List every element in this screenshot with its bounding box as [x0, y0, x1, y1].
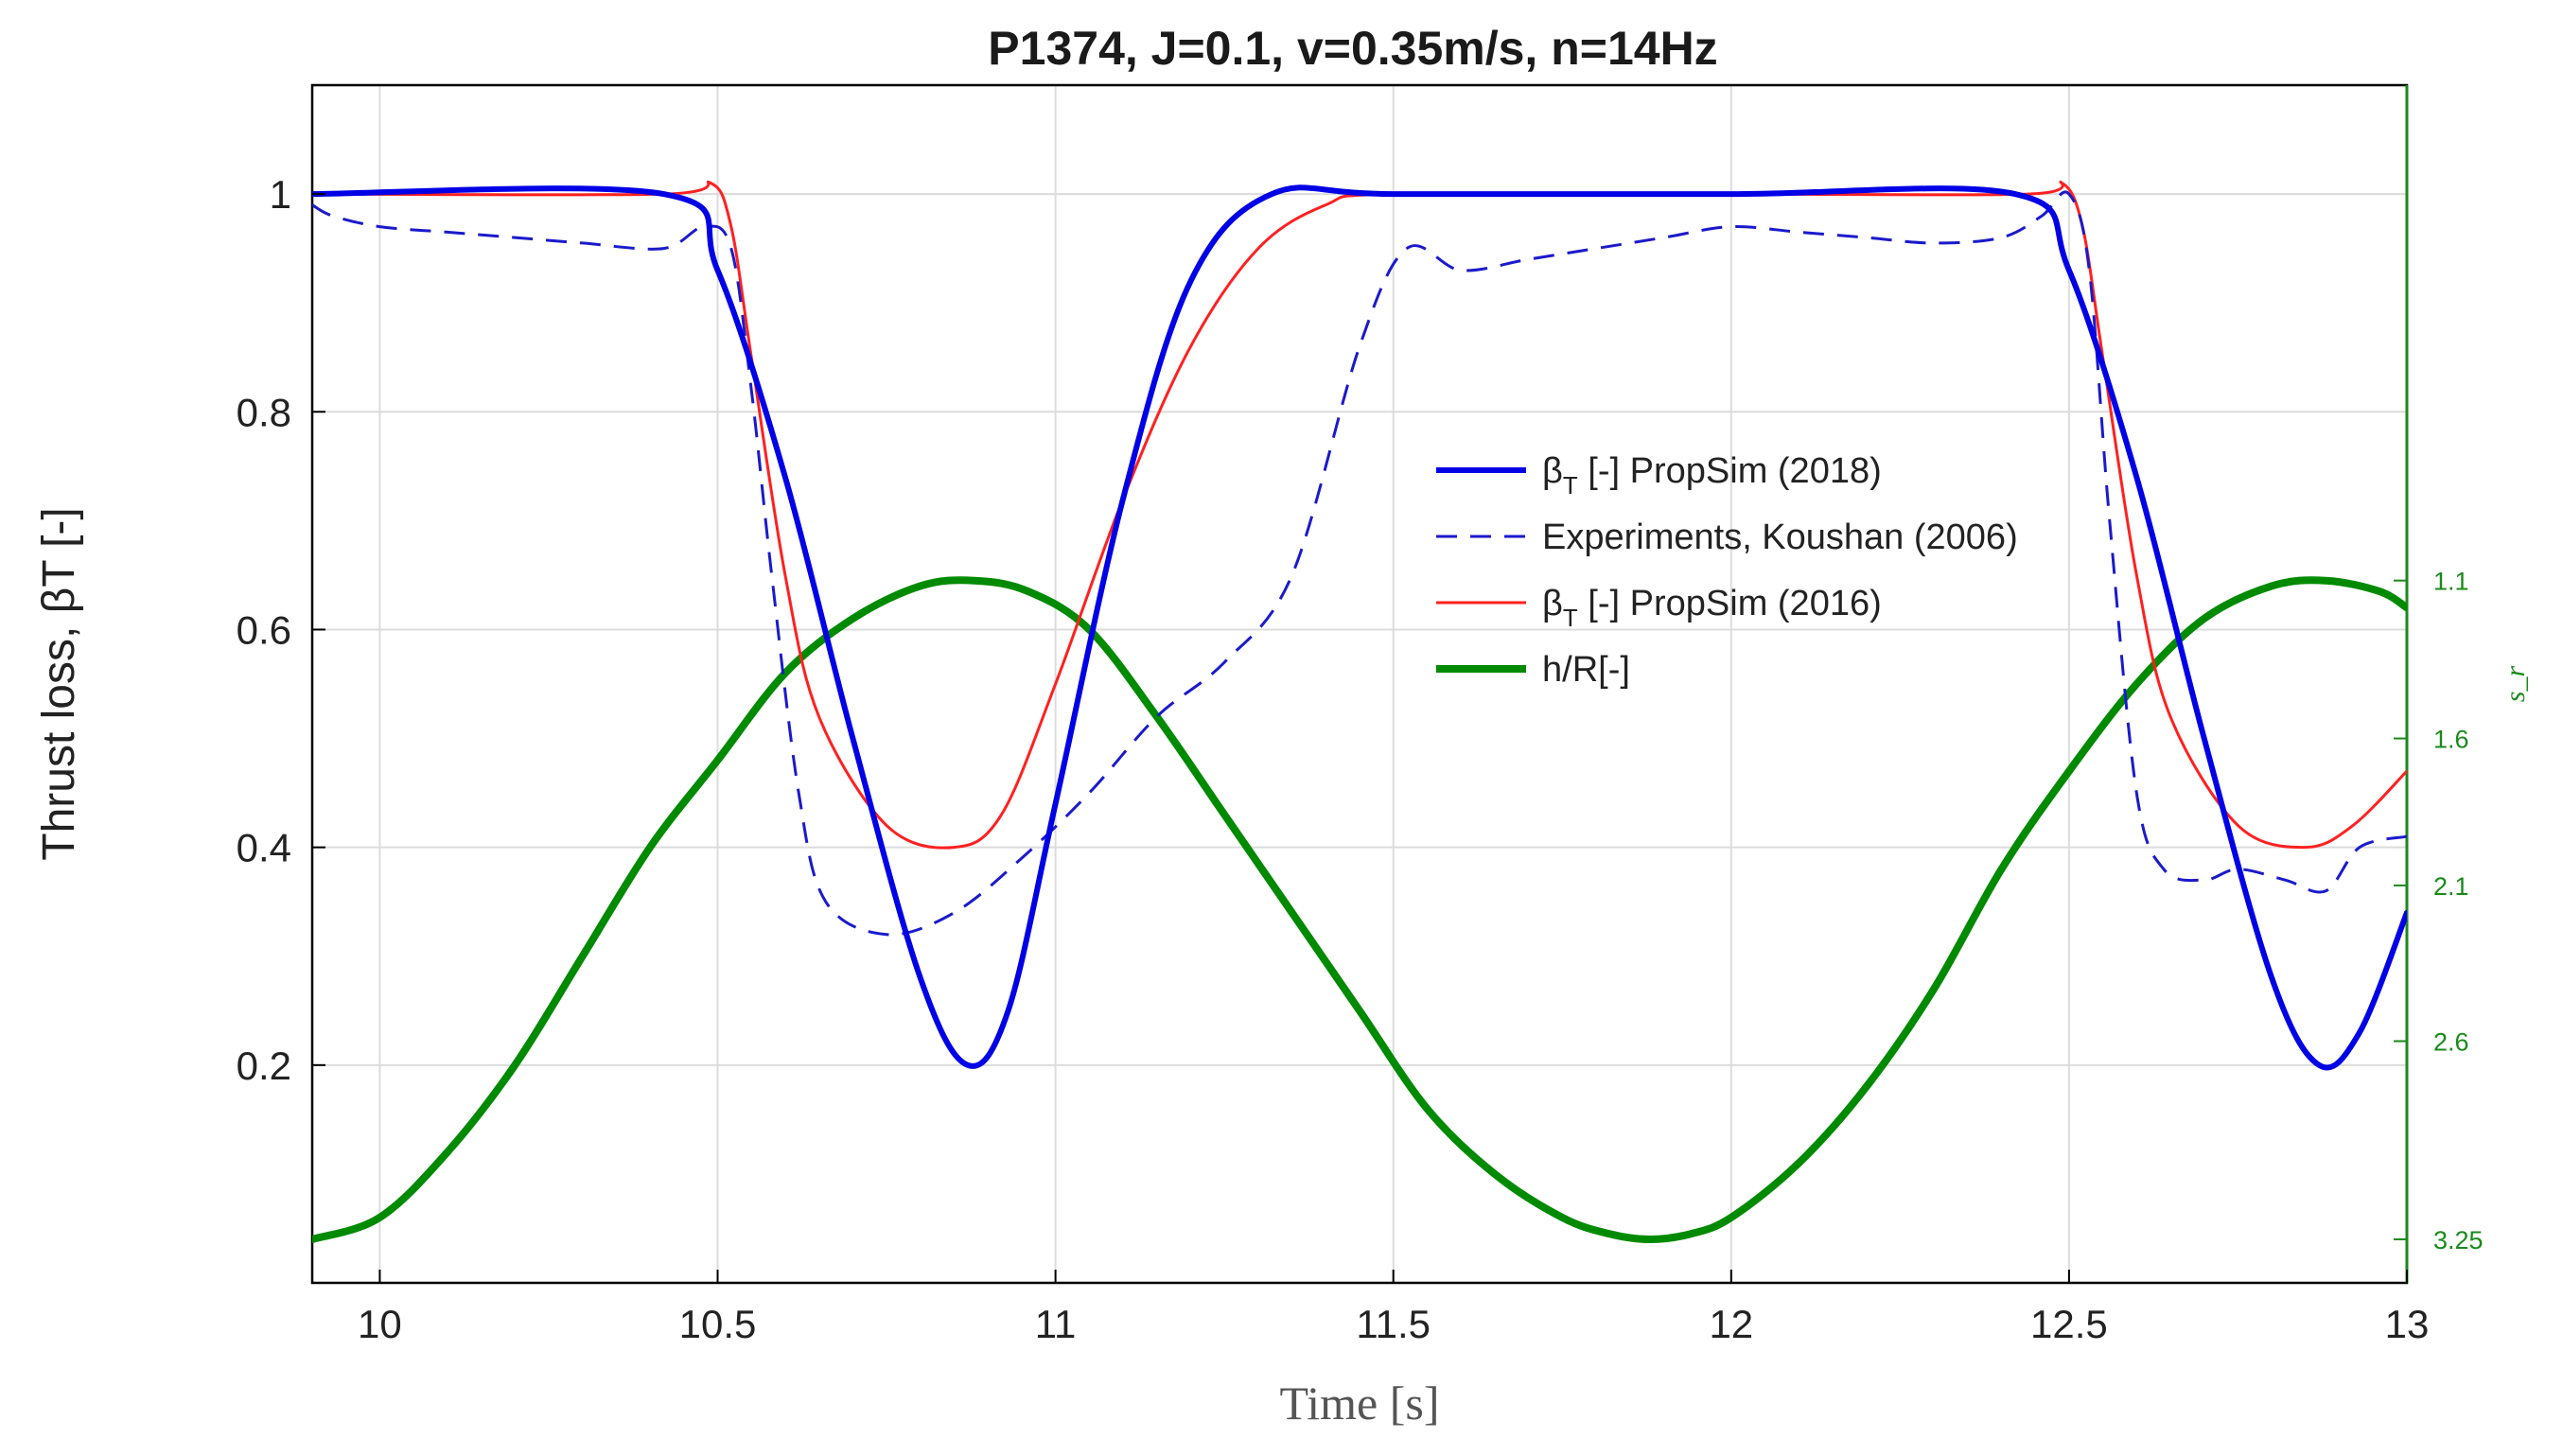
y-tick-label: 0.4 — [237, 826, 291, 870]
right-tick-label: 1.6 — [2433, 726, 2469, 754]
ticks-layer: 10 10.5 11 11.5 12 12.5 13 0.2 0.4 0.6 0.8 1 1.1 1.6 2… — [237, 172, 2484, 1346]
y-tick-label: 0.2 — [237, 1044, 291, 1088]
x-tick-label: 13 — [2385, 1302, 2430, 1346]
chart-title: P1374, J=0.1, v=0.35m/s, n=14Hz — [988, 22, 1717, 75]
y-tick-label: 0.8 — [237, 390, 291, 434]
legend-label: Experiments, Koushan (2006) — [1542, 517, 2018, 557]
right-tick-label: 2.6 — [2433, 1027, 2469, 1056]
y-tick-label: 1 — [270, 172, 291, 217]
y-tick-label: 0.6 — [237, 607, 291, 652]
legend-label: βT [-] PropSim (2018) — [1542, 451, 1882, 500]
x-axis-label: Time [s] — [1279, 1377, 1439, 1430]
legend-label: h/R[-] — [1542, 650, 1630, 690]
right-axis-label: s_r — [2500, 666, 2531, 703]
x-tick-label: 10 — [358, 1302, 402, 1346]
series-line-3 — [312, 576, 2407, 1243]
legend-label: βT [-] PropSim (2016) — [1542, 584, 1882, 632]
legend: βT [-] PropSim (2018) Experiments, Kousha… — [1436, 451, 2018, 690]
x-tick-label: 10.5 — [679, 1302, 757, 1346]
y-axis-label: Thrust loss, βT [-] — [34, 507, 84, 860]
series-line-1 — [312, 190, 2407, 937]
series-layer — [312, 180, 2407, 1243]
grid — [312, 85, 2408, 1283]
x-tick-label: 11 — [1035, 1302, 1077, 1346]
plot-area — [310, 83, 2409, 1285]
x-tick-label: 12.5 — [2030, 1302, 2108, 1346]
right-tick-label: 3.25 — [2433, 1226, 2484, 1254]
series-line-2 — [312, 180, 2407, 850]
x-tick-label: 12 — [1709, 1302, 1753, 1346]
x-tick-label: 11.5 — [1356, 1302, 1431, 1346]
series-line-0 — [312, 184, 2407, 1071]
right-tick-label: 1.1 — [2433, 568, 2469, 596]
right-tick-label: 2.1 — [2433, 872, 2469, 901]
